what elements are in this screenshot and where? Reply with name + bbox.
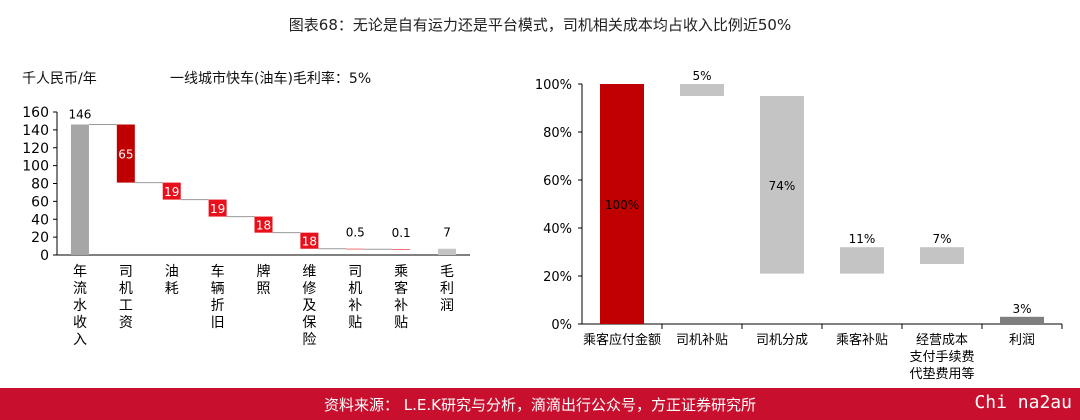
left-x-label-8: 毛 [440,264,454,280]
left-x-label-7: 补 [394,298,408,314]
right-y-tick-label: 80% [543,126,572,141]
right-x-label-3: 乘客补贴 [836,332,888,348]
left-x-label-4: 牌 [257,263,271,280]
left-x-label-3: 车 [211,263,225,280]
left-x-label-1: 司 [119,264,133,280]
right-bar-4 [920,247,964,264]
right-value-label-0: 100% [605,198,639,212]
left-value-label-8: 7 [443,226,451,240]
right-y-tick-label: 40% [543,222,572,237]
left-x-label-1: 资 [119,315,133,331]
left-bar-4 [254,216,273,233]
right-x-label-0: 乘客应付金额 [583,332,661,348]
watermark: Chi na2au [974,392,1072,413]
right-value-label-5: 3% [1012,302,1031,316]
left-x-label-0: 年 [73,264,87,280]
left-x-label-5: 险 [302,332,316,348]
left-x-label-5: 维 [302,264,316,280]
left-y-tick-label: 40 [31,212,49,228]
left-x-label-5: 及 [302,298,316,314]
left-x-label-3: 旧 [211,315,225,331]
left-x-label-8: 利 [440,281,454,297]
left-x-label-2: 耗 [165,281,179,297]
right-value-label-2: 74% [769,179,796,193]
left-x-label-6: 司 [348,264,362,280]
right-y-tick-label: 20% [543,270,572,285]
left-value-label-1: 65 [118,148,133,162]
left-x-label-4: 照 [257,281,271,297]
right-y-tick-label: 60% [543,174,572,189]
chart-title: 图表68：无论是自有运力还是平台模式，司机相关成本均占收入比例近50% [288,16,792,34]
left-x-label-0: 流 [73,281,87,297]
left-value-label-0: 146 [68,108,91,122]
right-x-label-4: 支付手续费 [909,350,974,365]
right-value-label-3: 11% [849,232,876,246]
footer-source: 资料来源： L.E.K研究与分析，滴滴出行公众号，方正证券研究所 [324,396,756,414]
right-bar-5 [1000,316,1044,324]
left-x-label-6: 贴 [348,315,362,331]
left-y-tick-label: 160 [22,105,49,121]
left-bar-6 [346,248,365,250]
left-x-label-0: 入 [73,332,87,348]
left-x-label-7: 客 [394,280,408,297]
left-value-label-7: 0.1 [392,226,411,240]
left-bar-3 [208,199,227,217]
right-y-tick-label: 0% [551,318,572,333]
left-x-label-5: 修 [302,281,316,297]
left-bar-0 [70,124,89,255]
left-x-label-2: 油 [165,264,179,280]
right-x-label-1: 司机补贴 [676,333,728,348]
right-x-label-4: 代垫费用等 [909,366,974,382]
right-y-tick-label: 100% [535,78,572,93]
right-x-label-4: 经营成本 [916,333,968,348]
left-x-label-3: 辆 [211,281,225,297]
right-bar-2 [760,96,804,274]
right-bar-0 [600,84,644,324]
left-bar-8 [438,248,457,255]
left-y-tick-label: 80 [31,177,49,193]
left-x-label-0: 水 [73,298,87,314]
left-value-label-3: 19 [210,202,225,216]
left-y-tick-label: 100 [22,159,49,175]
right-bar-3 [840,247,884,274]
left-value-label-5: 18 [302,235,317,249]
left-x-label-8: 润 [440,298,454,314]
left-y-tick-label: 140 [22,123,49,139]
left-y-tick-label: 20 [31,230,49,246]
left-y-tick-label: 60 [31,194,49,210]
left-value-label-6: 0.5 [346,226,365,240]
left-x-label-1: 机 [119,281,133,297]
right-value-label-4: 7% [932,232,951,246]
footer-bar: 资料来源： L.E.K研究与分析，滴滴出行公众号，方正证券研究所 Chi na2… [0,388,1080,420]
left-x-label-3: 折 [211,298,225,314]
left-bar-7 [392,249,411,250]
right-x-label-5: 利润 [1009,333,1035,348]
left-x-label-6: 补 [348,298,362,314]
left-value-label-4: 18 [256,219,271,233]
left-x-label-7: 乘 [394,264,408,280]
left-x-label-1: 工 [119,298,133,314]
left-bar-1 [116,124,135,183]
left-bar-5 [300,232,319,249]
left-y-tick-label: 120 [22,141,49,157]
right-bar-1 [680,84,724,96]
left-unit-label: 千人民币/年 [22,71,97,87]
right-x-label-2: 司机分成 [756,333,808,348]
right-value-label-1: 5% [692,69,711,83]
left-x-label-5: 保 [302,315,316,331]
left-margin-note: 一线城市快车(油车)毛利率：5% [170,71,372,87]
left-x-label-7: 贴 [394,315,408,331]
left-y-tick-label: 0 [40,248,49,264]
left-bar-2 [162,182,181,200]
left-x-label-6: 机 [348,281,362,297]
left-x-label-0: 收 [73,315,87,331]
left-value-label-2: 19 [164,185,179,199]
